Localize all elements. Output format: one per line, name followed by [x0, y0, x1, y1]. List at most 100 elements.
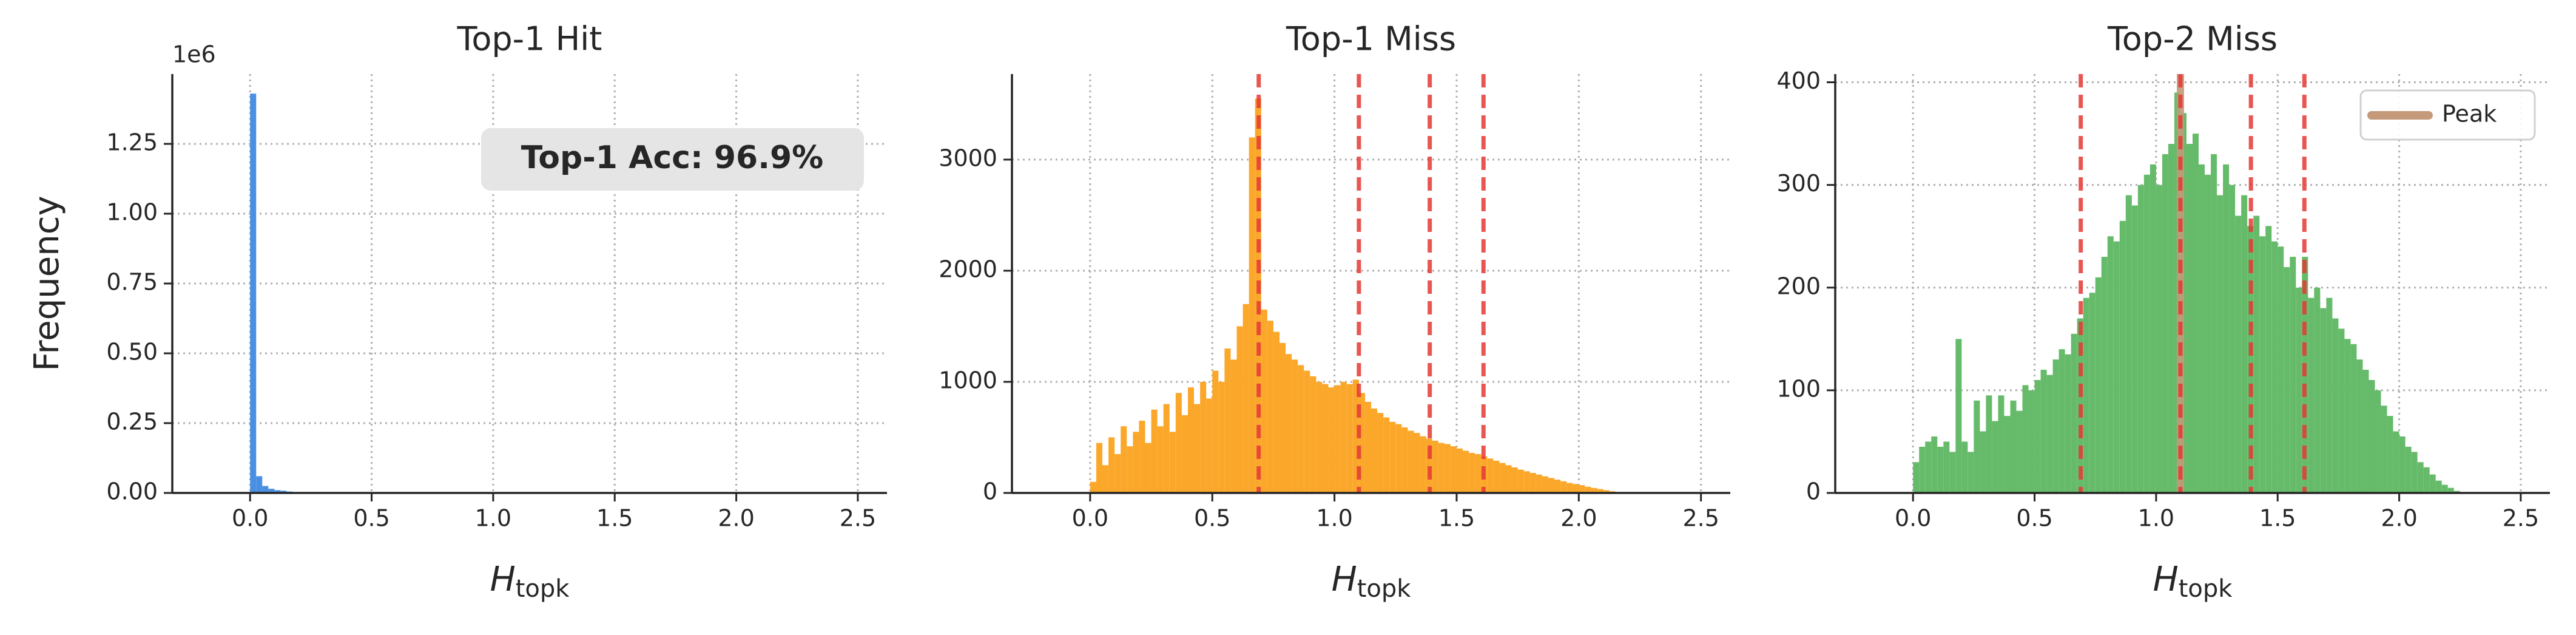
x-tick-label: 1.5: [596, 505, 633, 532]
histogram-bar: [1493, 460, 1500, 493]
histogram-bar: [2381, 406, 2387, 493]
y-tick-label: 300: [1776, 170, 1821, 197]
histogram-bar: [1967, 452, 1974, 493]
histogram-bar: [1943, 441, 1950, 493]
y-tick-label: 400: [1776, 67, 1821, 94]
x-axis-label-sub: topk: [2179, 575, 2233, 603]
histogram-bar: [274, 490, 281, 493]
histogram-bar: [2350, 344, 2357, 493]
histogram-bar: [1523, 471, 1530, 493]
y-axis-label: Frequency: [27, 195, 67, 371]
x-axis-label-main: H: [1332, 560, 1357, 599]
histogram-bar: [1175, 393, 1182, 493]
y-tick-label: 200: [1776, 273, 1821, 299]
histogram-bar: [1322, 384, 1329, 493]
histogram-bar: [1194, 404, 1201, 493]
histogram-bar: [2186, 144, 2193, 493]
histogram-bar: [1603, 490, 1610, 493]
histogram-bar: [1955, 339, 1962, 493]
x-tick-label: 2.0: [2381, 505, 2417, 532]
histogram-bar: [1511, 467, 1518, 493]
histogram-bar: [2107, 236, 2114, 493]
histogram-bar: [1121, 426, 1127, 493]
histogram-bar: [2022, 385, 2029, 493]
histogram-bar: [2125, 195, 2132, 493]
y-tick-label: 0.00: [106, 478, 158, 505]
histogram-bar: [1267, 321, 1273, 493]
legend-label: Peak: [2442, 101, 2497, 127]
histogram-bar: [1438, 443, 1445, 493]
histogram-bar: [1585, 486, 1591, 493]
histogram-bar: [1187, 387, 1195, 493]
x-tick-label: 1.0: [2138, 505, 2174, 532]
histogram-bar: [1542, 476, 1548, 493]
histogram-bar: [2113, 241, 2120, 493]
histogram-bar: [2247, 226, 2254, 493]
x-tick-label: 2.5: [2503, 505, 2539, 532]
histogram-bar: [1163, 404, 1170, 493]
histogram-bar: [2168, 144, 2174, 493]
histogram-bar: [2271, 241, 2278, 493]
histogram-bar: [250, 93, 257, 493]
x-axis-label-sub: topk: [1357, 575, 1412, 603]
histogram-bar: [1157, 426, 1164, 493]
histogram-bar: [2423, 467, 2430, 493]
x-axis-label-main: H: [490, 560, 516, 599]
x-tick-label: 2.0: [1560, 505, 1597, 532]
histogram-bar: [2405, 446, 2412, 493]
histogram-bar: [1463, 450, 1469, 493]
histogram-bar: [2338, 328, 2345, 493]
histogram-bar: [1145, 443, 1151, 493]
subplot-title: Top-1 Miss: [1286, 20, 1456, 58]
histogram-bar: [2028, 390, 2035, 493]
x-tick-label: 0.0: [1072, 505, 1108, 532]
histogram-bar: [2199, 164, 2205, 494]
y-tick-label: 0: [983, 478, 997, 505]
histogram-bar: [1925, 441, 1932, 493]
histogram-bar: [1529, 473, 1536, 493]
histogram-bar: [2010, 400, 2017, 493]
x-tick-label: 2.5: [840, 505, 876, 532]
histogram-bar: [2089, 293, 2096, 493]
x-tick-label: 2.5: [1682, 505, 1719, 532]
histogram-bar: [1218, 381, 1225, 493]
histogram-bar: [1389, 421, 1396, 493]
histogram-bar: [1579, 485, 1585, 493]
histogram-bar: [2387, 416, 2393, 493]
histogram-bar: [1133, 432, 1139, 493]
histogram-bar: [2235, 216, 2242, 493]
y-tick-label: 1.25: [106, 129, 158, 156]
histogram-bar: [2205, 174, 2211, 493]
histogram-bar: [1505, 465, 1512, 493]
histogram-bar: [1919, 446, 1926, 493]
x-axis-label: Htopk: [1332, 560, 1412, 603]
histogram-bar: [2320, 308, 2327, 493]
histogram-bar: [1949, 452, 1956, 493]
histogram-bar: [2296, 287, 2302, 493]
histogram-bar: [1224, 348, 1231, 493]
histogram-bar: [1212, 370, 1219, 493]
annotation-box: [481, 128, 864, 191]
histogram-bar: [1181, 415, 1188, 493]
y-tick-label: 0: [1806, 478, 1821, 505]
x-tick-label: 0.0: [232, 505, 268, 532]
histogram-bar: [1560, 481, 1567, 493]
histogram-bar: [1554, 480, 1561, 493]
histogram-bar: [2131, 205, 2138, 493]
histogram-bar: [1961, 441, 1968, 493]
histogram-bar: [1383, 417, 1390, 493]
histogram-bar: [2095, 277, 2102, 493]
histogram-bar: [2326, 297, 2333, 493]
histogram-bar: [2362, 370, 2369, 493]
histogram-bar: [1286, 354, 1292, 493]
histogram-bar: [2308, 297, 2315, 493]
histogram-bar: [1432, 440, 1438, 493]
histogram-bar: [1450, 446, 1457, 493]
histogram-bar: [1304, 370, 1310, 493]
x-axis-label-sub: topk: [516, 575, 570, 603]
histogram-bar: [1114, 453, 1121, 493]
histogram-bar: [2241, 195, 2248, 493]
histogram-bar: [2399, 436, 2406, 493]
histogram-bar: [1273, 331, 1280, 493]
